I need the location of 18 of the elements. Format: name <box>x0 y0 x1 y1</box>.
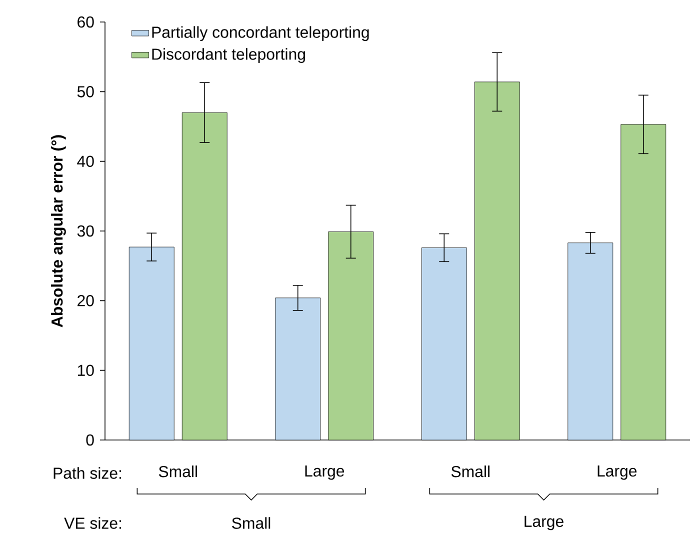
text: Path size: <box>54 467 122 479</box>
x-tick-label: Large <box>305 466 344 480</box>
y-tick-label: 50 <box>77 86 94 98</box>
y-tick-label: 40 <box>77 156 94 167</box>
x-tick-label: Large <box>598 466 637 480</box>
y-tick-label: 10 <box>78 364 94 376</box>
y-tick-label: 20 <box>78 295 94 306</box>
y-tick-label: 30 <box>77 225 94 237</box>
y-tick-label: 60 <box>78 16 94 28</box>
legend-label: Partially concordant teleporting <box>152 26 369 42</box>
text: Small <box>232 517 270 529</box>
text: VE size: <box>64 517 122 529</box>
x-tick-label: Small <box>158 466 197 478</box>
x-tick-label: Small <box>451 466 490 478</box>
legend-label: Discordant teleporting <box>152 48 305 63</box>
y-axis-title: Absolute angular error (°) <box>51 135 66 328</box>
y-tick-label: 0 <box>86 434 94 446</box>
text: Large <box>524 516 564 530</box>
